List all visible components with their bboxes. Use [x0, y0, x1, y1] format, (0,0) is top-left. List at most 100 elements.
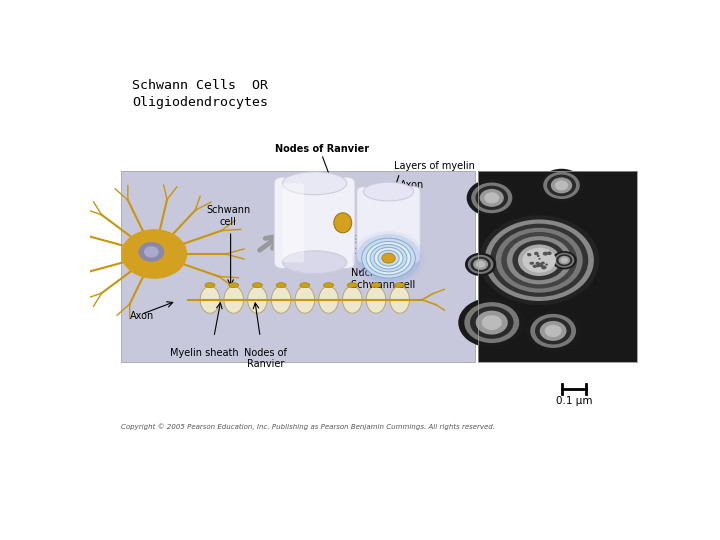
Circle shape: [552, 251, 577, 269]
Ellipse shape: [300, 282, 310, 288]
Ellipse shape: [334, 213, 351, 233]
Circle shape: [470, 306, 513, 339]
Ellipse shape: [395, 282, 405, 288]
Circle shape: [538, 263, 543, 267]
Bar: [478, 171, 636, 362]
Circle shape: [370, 245, 407, 272]
Circle shape: [533, 265, 537, 268]
Circle shape: [541, 265, 546, 269]
Circle shape: [145, 247, 158, 257]
Circle shape: [471, 183, 513, 213]
Circle shape: [535, 318, 571, 345]
Text: Axon: Axon: [130, 312, 154, 321]
Circle shape: [479, 215, 600, 305]
Circle shape: [529, 262, 533, 265]
Ellipse shape: [282, 172, 346, 195]
Bar: [478, 171, 636, 362]
Circle shape: [473, 259, 488, 270]
Circle shape: [539, 168, 584, 202]
Circle shape: [475, 186, 508, 210]
Circle shape: [539, 258, 541, 260]
Ellipse shape: [343, 286, 362, 313]
Circle shape: [530, 314, 576, 348]
Text: Axon: Axon: [400, 180, 424, 191]
Circle shape: [534, 252, 539, 255]
Circle shape: [470, 257, 491, 272]
Circle shape: [536, 255, 540, 257]
Ellipse shape: [253, 282, 262, 288]
Circle shape: [543, 172, 580, 199]
Ellipse shape: [364, 183, 414, 201]
Bar: [478, 171, 636, 362]
Circle shape: [541, 264, 543, 266]
Ellipse shape: [248, 286, 267, 313]
Circle shape: [523, 248, 556, 273]
Circle shape: [536, 262, 540, 265]
Circle shape: [540, 321, 567, 341]
Ellipse shape: [224, 286, 243, 313]
Circle shape: [561, 258, 568, 263]
Ellipse shape: [276, 282, 286, 288]
Circle shape: [527, 253, 531, 255]
FancyBboxPatch shape: [356, 187, 420, 263]
Circle shape: [530, 262, 534, 265]
Circle shape: [513, 240, 566, 280]
Circle shape: [122, 230, 186, 278]
Circle shape: [559, 256, 570, 265]
Ellipse shape: [366, 286, 386, 313]
Circle shape: [382, 253, 395, 263]
Ellipse shape: [200, 286, 220, 313]
Circle shape: [374, 247, 403, 269]
FancyBboxPatch shape: [282, 183, 304, 262]
Circle shape: [378, 250, 399, 266]
Circle shape: [554, 253, 575, 268]
Ellipse shape: [205, 282, 215, 288]
Circle shape: [545, 264, 548, 266]
Circle shape: [527, 253, 531, 256]
Text: Schwann
cell: Schwann cell: [206, 205, 251, 227]
Circle shape: [480, 189, 504, 207]
Circle shape: [476, 261, 485, 268]
Circle shape: [540, 265, 543, 266]
Circle shape: [507, 236, 572, 285]
Text: Nodes of Ranvier: Nodes of Ranvier: [274, 144, 369, 154]
Circle shape: [541, 261, 545, 265]
Text: Nucleus of
Schwann cell: Nucleus of Schwann cell: [351, 268, 415, 290]
Circle shape: [476, 310, 508, 335]
Circle shape: [501, 232, 577, 288]
Circle shape: [139, 243, 163, 261]
Ellipse shape: [295, 286, 315, 313]
Circle shape: [467, 179, 517, 217]
Ellipse shape: [319, 286, 338, 313]
Ellipse shape: [271, 286, 291, 313]
Circle shape: [545, 325, 562, 337]
Circle shape: [464, 302, 519, 343]
Circle shape: [551, 178, 572, 193]
Circle shape: [361, 238, 415, 278]
Text: Myelin sheath: Myelin sheath: [170, 348, 239, 357]
Circle shape: [526, 310, 581, 352]
Circle shape: [356, 234, 421, 282]
Bar: [121, 171, 475, 362]
Text: Schwann
cell: Schwann cell: [351, 235, 395, 256]
Ellipse shape: [347, 282, 357, 288]
Circle shape: [465, 253, 496, 276]
Circle shape: [557, 254, 572, 266]
Circle shape: [518, 245, 560, 276]
Text: 0.1 μm: 0.1 μm: [556, 396, 593, 406]
Circle shape: [495, 228, 582, 293]
Text: Oligiodendrocytes: Oligiodendrocytes: [132, 96, 268, 109]
Circle shape: [485, 219, 594, 301]
Text: Layers of myelin: Layers of myelin: [394, 161, 475, 171]
Circle shape: [468, 255, 493, 274]
Circle shape: [352, 231, 425, 285]
Circle shape: [458, 298, 526, 348]
Circle shape: [490, 224, 588, 297]
Circle shape: [543, 252, 548, 255]
Ellipse shape: [371, 282, 381, 288]
Text: Nodes of
Ranvier: Nodes of Ranvier: [244, 348, 287, 369]
Ellipse shape: [229, 282, 239, 288]
Circle shape: [555, 180, 568, 191]
Circle shape: [546, 252, 552, 255]
FancyBboxPatch shape: [274, 177, 355, 268]
